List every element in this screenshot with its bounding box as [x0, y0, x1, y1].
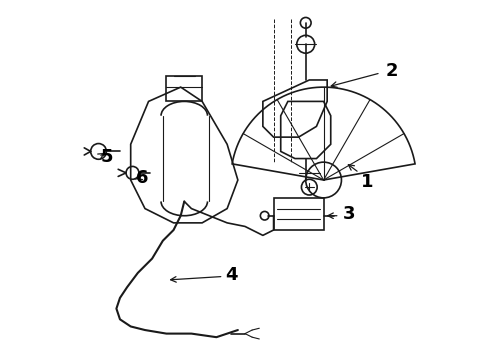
Text: 5: 5	[100, 148, 113, 166]
Text: 6: 6	[136, 169, 148, 187]
Text: 2: 2	[386, 62, 398, 80]
Bar	[273, 198, 323, 230]
Bar	[167, 76, 202, 102]
Text: 4: 4	[225, 266, 238, 284]
Text: 3: 3	[343, 205, 356, 223]
Text: 1: 1	[361, 173, 373, 191]
